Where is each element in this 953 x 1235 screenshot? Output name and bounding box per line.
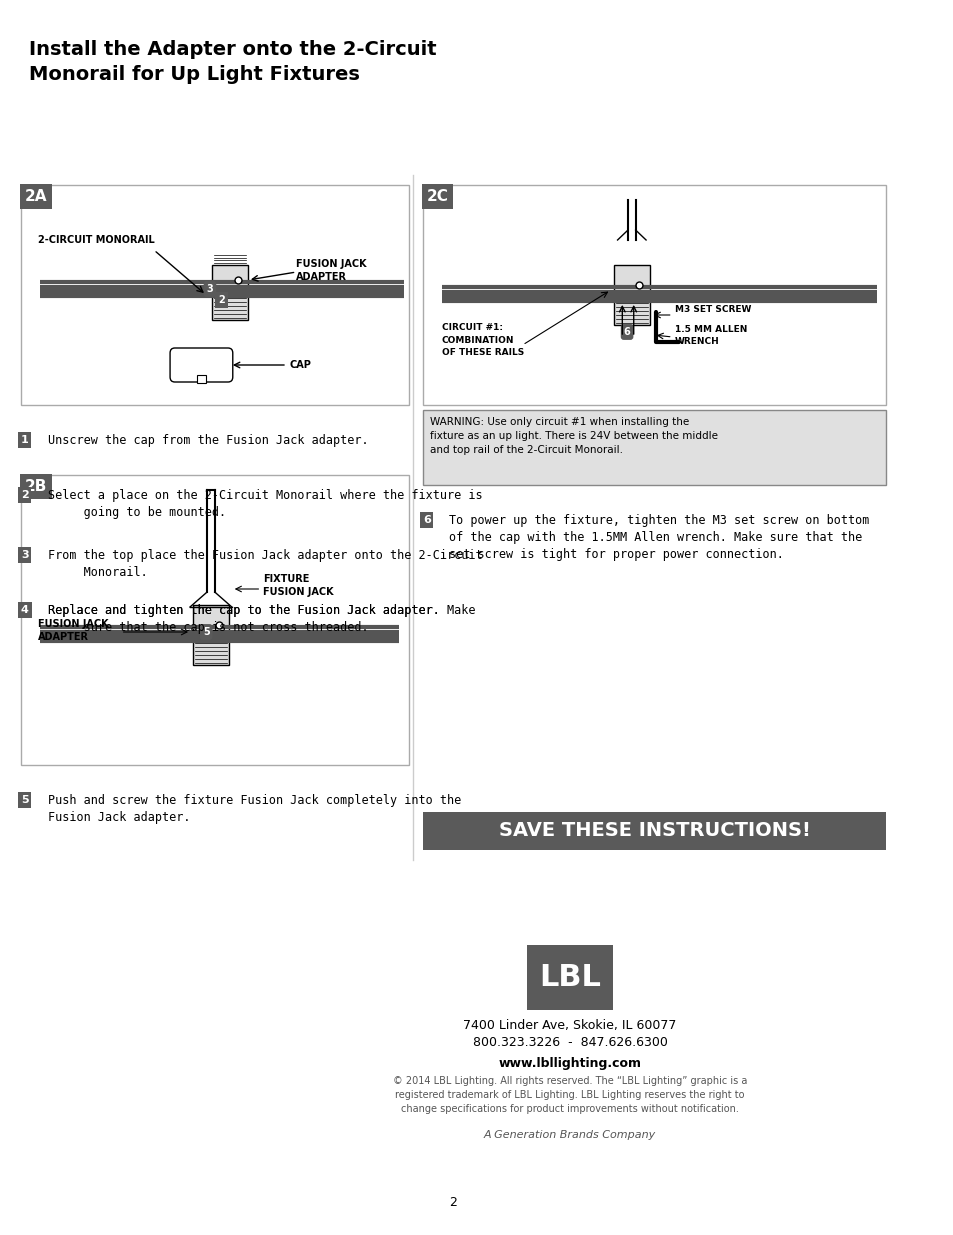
Text: CAP: CAP [290,359,312,370]
Text: 2A: 2A [25,189,47,204]
Bar [193,605,229,664]
Text: 2C: 2C [426,189,448,204]
Text: A Generation Brands Company: A Generation Brands Company [483,1130,656,1140]
Text: 1: 1 [21,435,29,445]
Text: 5: 5 [203,627,210,637]
Text: Replace and tighten the cap to the Fusion Jack adapter.: Replace and tighten the cap to the Fusio… [48,604,446,618]
Text: ADAPTER: ADAPTER [296,272,347,282]
Text: LBL: LBL [538,962,600,992]
Text: 2: 2 [21,490,29,500]
Text: Select a place on the 2-Circuit Monorail where the fixture is
     going to be m: Select a place on the 2-Circuit Monorail… [48,489,481,519]
Text: Push and screw the fixture Fusion Jack completely into the
Fusion Jack adapter.: Push and screw the fixture Fusion Jack c… [48,794,460,824]
Text: OF THESE RAILS: OF THESE RAILS [441,348,523,357]
Text: WRENCH: WRENCH [674,337,719,346]
Text: Unscrew the cap from the Fusion Jack adapter.: Unscrew the cap from the Fusion Jack ada… [48,433,368,447]
Text: 7400 Linder Ave, Skokie, IL 60077: 7400 Linder Ave, Skokie, IL 60077 [463,1019,676,1031]
Text: FIXTURE: FIXTURE [263,574,309,584]
Text: From the top place the Fusion Jack adapter onto the 2-Circuit
     Monorail.: From the top place the Fusion Jack adapt… [48,550,481,579]
Text: 3: 3 [21,550,29,559]
Text: Replace and tighten the cap to the Fusion Jack adapter. Make
     sure that the : Replace and tighten the cap to the Fusio… [48,604,475,634]
Text: M3 SET SCREW: M3 SET SCREW [674,305,750,314]
Text: CIRCUIT #1:: CIRCUIT #1: [441,324,502,332]
Text: To power up the fixture, tighten the M3 set screw on bottom
of the cap with the : To power up the fixture, tighten the M3 … [449,514,869,561]
Text: 800.323.3226  -  847.626.6300: 800.323.3226 - 847.626.6300 [472,1036,667,1050]
Bar [422,811,885,850]
Bar [21,185,408,405]
Text: COMBINATION: COMBINATION [441,336,514,345]
Bar [422,410,885,485]
Bar [422,185,885,405]
Bar [212,291,248,320]
Text: 2B: 2B [25,479,47,494]
Bar [613,266,649,325]
Bar [196,375,206,383]
Text: 1.5 MM ALLEN: 1.5 MM ALLEN [674,325,746,333]
Text: 4: 4 [21,605,29,615]
FancyBboxPatch shape [170,348,233,382]
Text: 2: 2 [218,295,225,305]
Bar [527,945,612,1010]
Text: SAVE THESE INSTRUCTIONS!: SAVE THESE INSTRUCTIONS! [498,821,810,841]
Text: FUSION JACK: FUSION JACK [296,259,367,269]
Text: 6: 6 [422,515,430,525]
Text: 2: 2 [449,1197,456,1209]
Bar [21,475,408,764]
Text: FUSION JACK: FUSION JACK [38,619,109,629]
Text: 3: 3 [207,284,213,294]
Text: © 2014 LBL Lighting. All rights reserved. The “LBL Lighting” graphic is a
regist: © 2014 LBL Lighting. All rights reserved… [393,1076,746,1114]
Text: ADAPTER: ADAPTER [38,632,89,642]
Text: www.lbllighting.com: www.lbllighting.com [498,1056,640,1070]
Bar [212,266,248,287]
Text: Install the Adapter onto the 2-Circuit
Monorail for Up Light Fixtures: Install the Adapter onto the 2-Circuit M… [29,40,436,84]
Text: 6: 6 [623,327,630,337]
Text: 2-CIRCUIT MONORAIL: 2-CIRCUIT MONORAIL [38,235,154,245]
Text: WARNING: Use only circuit #1 when installing the
fixture as an up light. There i: WARNING: Use only circuit #1 when instal… [430,417,718,454]
Text: FUSION JACK: FUSION JACK [263,587,334,597]
Text: 5: 5 [21,795,29,805]
